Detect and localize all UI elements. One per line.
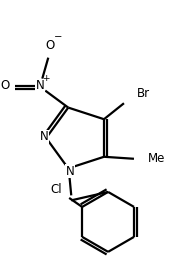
Text: +: +	[42, 74, 50, 83]
Text: Br: Br	[137, 87, 150, 100]
Text: N: N	[66, 165, 75, 178]
Text: Me: Me	[148, 152, 165, 165]
Text: Cl: Cl	[50, 183, 62, 196]
Text: O: O	[46, 39, 55, 52]
Text: −: −	[54, 32, 62, 42]
Text: N: N	[36, 79, 45, 92]
Text: N: N	[40, 131, 49, 143]
Text: O: O	[1, 79, 10, 92]
